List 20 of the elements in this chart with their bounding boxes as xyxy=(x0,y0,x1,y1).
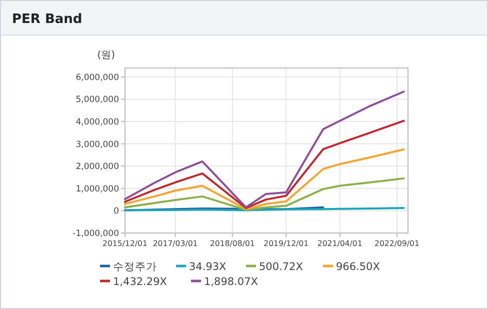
line-series xyxy=(124,120,405,210)
y-tick-label: 3,000,000 xyxy=(76,140,119,150)
y-tick-label: 0 xyxy=(114,206,119,217)
line-series xyxy=(124,148,405,210)
y-tick-label: 2,000,000 xyxy=(76,162,119,172)
line-series xyxy=(124,177,405,211)
line-series xyxy=(124,90,405,208)
legend-label: 966.50X xyxy=(336,261,380,273)
y-tick-label: 1,000,000 xyxy=(76,184,119,194)
y-tick-label: -1,000,000 xyxy=(72,229,119,239)
y-tick-label: 4,000,000 xyxy=(76,118,119,128)
legend-label: 34.93X xyxy=(189,261,226,273)
legend-label: 1,432.29X xyxy=(113,276,167,288)
chart-title: PER Band xyxy=(12,12,82,27)
legend-label: 수정주가 xyxy=(113,261,157,273)
y-axis-title: (원) xyxy=(97,50,116,61)
legend-label: 500.72X xyxy=(259,261,303,273)
legend-label: 1,898.07X xyxy=(204,276,258,288)
y-tick-label: 6,000,000 xyxy=(76,72,119,83)
y-tick-label: 5,000,000 xyxy=(76,95,119,106)
